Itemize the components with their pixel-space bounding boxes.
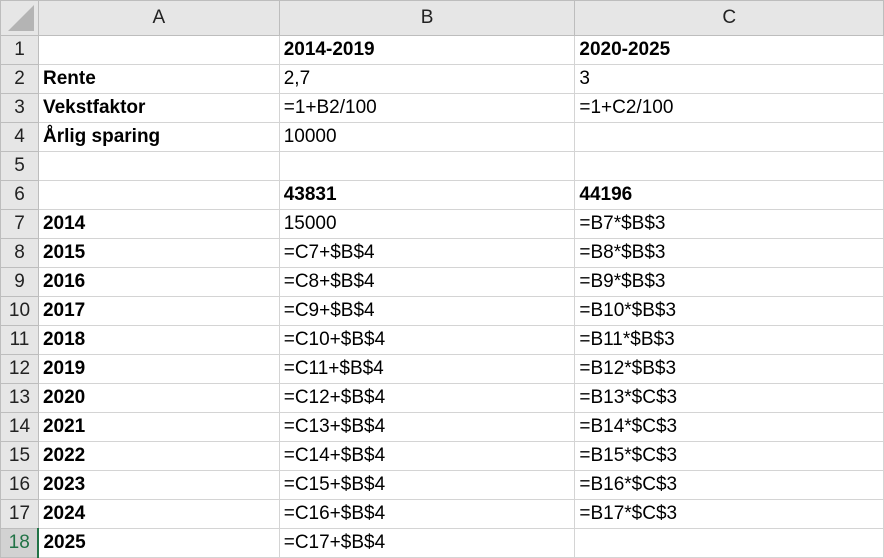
cell-c15[interactable]: =B15*$C$3 <box>574 441 884 471</box>
cell-c8[interactable]: =B8*$B$3 <box>574 238 884 268</box>
cell-a13[interactable]: 2020 <box>37 383 280 413</box>
table-row: 2 Rente 2,7 3 <box>0 64 884 94</box>
cell-b14[interactable]: =C13+$B$4 <box>278 412 576 442</box>
column-header-a[interactable]: A <box>37 0 280 36</box>
cell-b10[interactable]: =C9+$B$4 <box>278 296 576 326</box>
cell-c9[interactable]: =B9*$B$3 <box>574 267 884 297</box>
table-row: 9 2016 =C8+$B$4 =B9*$B$3 <box>0 267 884 297</box>
table-row: 15 2022 =C14+$B$4 =B15*$C$3 <box>0 441 884 471</box>
column-header-b[interactable]: B <box>278 0 576 36</box>
row-header[interactable]: 17 <box>0 499 39 529</box>
cell-c2[interactable]: 3 <box>574 64 884 94</box>
row-header[interactable]: 1 <box>0 35 39 65</box>
row-header[interactable]: 2 <box>0 64 39 94</box>
table-row: 14 2021 =C13+$B$4 =B14*$C$3 <box>0 412 884 442</box>
cell-b6[interactable]: 43831 <box>278 180 576 210</box>
row-header[interactable]: 9 <box>0 267 39 297</box>
cell-c11[interactable]: =B11*$B$3 <box>574 325 884 355</box>
cell-a16[interactable]: 2023 <box>37 470 280 500</box>
cell-c4[interactable] <box>574 122 884 152</box>
row-header[interactable]: 7 <box>0 209 39 239</box>
cell-a12[interactable]: 2019 <box>37 354 280 384</box>
select-all-corner[interactable] <box>0 0 39 36</box>
cell-a18[interactable]: 2025 <box>37 528 280 558</box>
table-row: 11 2018 =C10+$B$4 =B11*$B$3 <box>0 325 884 355</box>
row-header[interactable]: 16 <box>0 470 39 500</box>
row-header[interactable]: 5 <box>0 151 39 181</box>
row-header[interactable]: 4 <box>0 122 39 152</box>
cell-a10[interactable]: 2017 <box>37 296 280 326</box>
cell-c1[interactable]: 2020-2025 <box>574 35 884 65</box>
cell-b5[interactable] <box>278 151 576 181</box>
table-row: 4 Årlig sparing 10000 <box>0 122 884 152</box>
cell-a9[interactable]: 2016 <box>37 267 280 297</box>
cell-a4[interactable]: Årlig sparing <box>37 122 280 152</box>
row-header[interactable]: 6 <box>0 180 39 210</box>
cell-b17[interactable]: =C16+$B$4 <box>278 499 576 529</box>
cell-c7[interactable]: =B7*$B$3 <box>574 209 884 239</box>
cell-c13[interactable]: =B13*$C$3 <box>574 383 884 413</box>
cell-a8[interactable]: 2015 <box>37 238 280 268</box>
cell-c6[interactable]: 44196 <box>574 180 884 210</box>
cell-c3[interactable]: =1+C2/100 <box>574 93 884 123</box>
row-header[interactable]: 10 <box>0 296 39 326</box>
row-header[interactable]: 18 <box>0 528 40 558</box>
table-row: 12 2019 =C11+$B$4 =B12*$B$3 <box>0 354 884 384</box>
cell-b8[interactable]: =C7+$B$4 <box>278 238 576 268</box>
table-row: 1 2014-2019 2020-2025 <box>0 35 884 65</box>
cell-b3[interactable]: =1+B2/100 <box>278 93 576 123</box>
cell-c14[interactable]: =B14*$C$3 <box>574 412 884 442</box>
cell-b7[interactable]: 15000 <box>278 209 576 239</box>
cell-b15[interactable]: =C14+$B$4 <box>278 441 576 471</box>
column-header-c[interactable]: C <box>574 0 884 36</box>
row-header[interactable]: 15 <box>0 441 39 471</box>
cell-b18[interactable]: =C17+$B$4 <box>278 528 576 558</box>
row-header[interactable]: 13 <box>0 383 39 413</box>
table-row: 18 2025 =C17+$B$4 <box>0 528 884 558</box>
cell-c10[interactable]: =B10*$B$3 <box>574 296 884 326</box>
cell-b12[interactable]: =C11+$B$4 <box>278 354 576 384</box>
cell-a17[interactable]: 2024 <box>37 499 280 529</box>
row-header[interactable]: 14 <box>0 412 39 442</box>
cell-a15[interactable]: 2022 <box>37 441 280 471</box>
cell-a2[interactable]: Rente <box>37 64 280 94</box>
cell-b16[interactable]: =C15+$B$4 <box>278 470 576 500</box>
table-row: 10 2017 =C9+$B$4 =B10*$B$3 <box>0 296 884 326</box>
table-row: 7 2014 15000 =B7*$B$3 <box>0 209 884 239</box>
row-header[interactable]: 8 <box>0 238 39 268</box>
cell-a11[interactable]: 2018 <box>37 325 280 355</box>
table-row: 5 <box>0 151 884 181</box>
row-header[interactable]: 3 <box>0 93 39 123</box>
cell-b11[interactable]: =C10+$B$4 <box>278 325 576 355</box>
cell-b9[interactable]: =C8+$B$4 <box>278 267 576 297</box>
cell-a6[interactable] <box>37 180 280 210</box>
cell-c18[interactable] <box>574 528 884 558</box>
cell-a1[interactable] <box>37 35 280 65</box>
cell-a7[interactable]: 2014 <box>37 209 280 239</box>
cell-c5[interactable] <box>574 151 884 181</box>
cell-a5[interactable] <box>37 151 280 181</box>
table-row: 6 43831 44196 <box>0 180 884 210</box>
table-row: 8 2015 =C7+$B$4 =B8*$B$3 <box>0 238 884 268</box>
table-row: 13 2020 =C12+$B$4 =B13*$C$3 <box>0 383 884 413</box>
cell-a14[interactable]: 2021 <box>37 412 280 442</box>
table-row: 3 Vekstfaktor =1+B2/100 =1+C2/100 <box>0 93 884 123</box>
cell-b1[interactable]: 2014-2019 <box>278 35 576 65</box>
table-row: 17 2024 =C16+$B$4 =B17*$C$3 <box>0 499 884 529</box>
row-header[interactable]: 12 <box>0 354 39 384</box>
cell-b2[interactable]: 2,7 <box>278 64 576 94</box>
cell-a3[interactable]: Vekstfaktor <box>37 93 280 123</box>
row-header[interactable]: 11 <box>0 325 39 355</box>
table-row: 16 2023 =C15+$B$4 =B16*$C$3 <box>0 470 884 500</box>
cell-b4[interactable]: 10000 <box>278 122 576 152</box>
cell-c12[interactable]: =B12*$B$3 <box>574 354 884 384</box>
cell-c17[interactable]: =B17*$C$3 <box>574 499 884 529</box>
cell-c16[interactable]: =B16*$C$3 <box>574 470 884 500</box>
cell-b13[interactable]: =C12+$B$4 <box>278 383 576 413</box>
